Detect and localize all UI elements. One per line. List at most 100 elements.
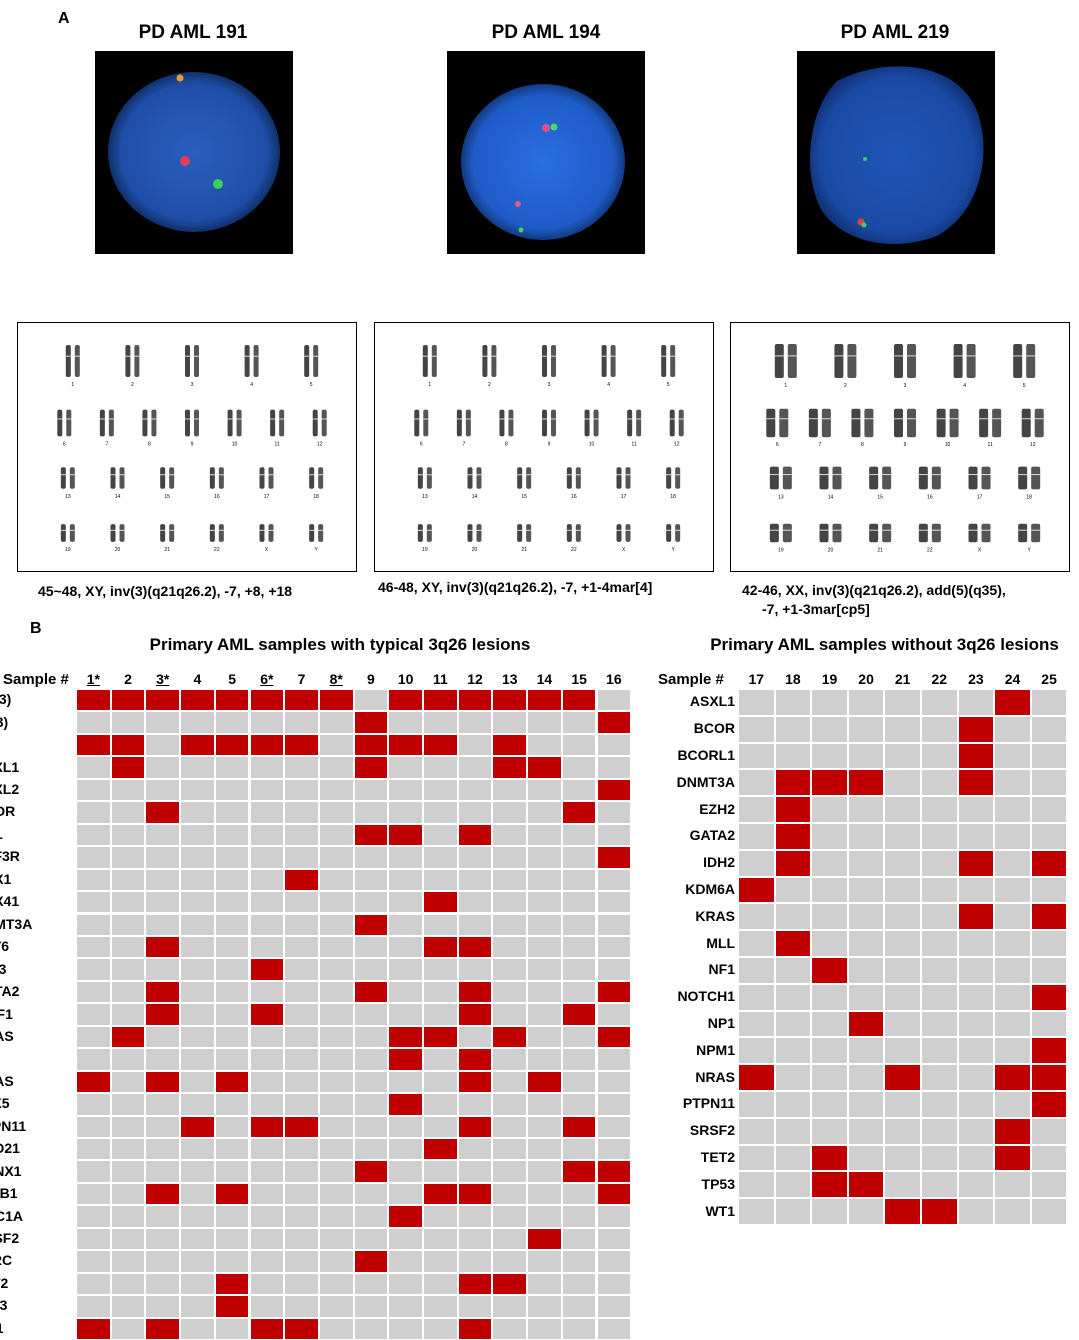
svg-text:13: 13 [65,494,71,500]
left-heatmap-cell [561,1115,597,1138]
left-heatmap-cell [561,868,597,892]
right-heatmap-cell [774,849,812,877]
left-heatmap-cell [284,1115,319,1138]
left-heatmap-cell [214,1250,250,1273]
left-heatmap-cell [492,1160,528,1183]
right-heatmap-cell [921,903,958,931]
left-heatmap-cell [527,846,562,869]
left-heatmap-cell [388,1205,423,1228]
left-heatmap-cell [76,1003,111,1026]
left-heatmap-cell [561,1048,597,1071]
right-heatmap-cell [884,1171,921,1199]
left-heatmap-cell [318,1048,354,1071]
left-heatmap-cell [145,980,181,1004]
left-heatmap-cell [76,689,111,712]
left-heatmap-cell [423,1003,458,1026]
left-heatmap-column-label: 5 [228,671,237,687]
right-heatmap-gene-label: PTPN11 [682,1095,735,1112]
heatmap-left-title: Primary AML samples with typical 3q26 le… [149,635,531,654]
right-heatmap-gene-label: NOTCH1 [677,988,735,1005]
left-heatmap-cell [457,868,493,892]
svg-text:14: 14 [115,494,121,500]
right-heatmap-cell [884,903,921,931]
left-heatmap-cell [110,1048,146,1071]
right-heatmap-cell [1030,715,1068,743]
left-heatmap-cell [353,868,389,892]
left-heatmap-cell [284,1025,319,1049]
right-heatmap-column-label: 17 [748,671,765,687]
svg-text:X: X [622,547,626,553]
left-heatmap-cell [145,733,181,757]
left-heatmap-cell [214,1227,250,1251]
right-heatmap-cell [957,1037,995,1065]
left-heatmap-cell [318,891,354,914]
left-heatmap-cell [214,689,250,712]
right-heatmap-cell [1030,689,1068,716]
svg-text:Y: Y [671,547,675,553]
left-heatmap-cell [249,1070,285,1094]
left-heatmap-cell [388,1048,423,1071]
left-heatmap-gene-label: CBL [0,826,76,842]
svg-text:9: 9 [191,441,194,447]
svg-text:4: 4 [607,382,610,388]
left-heatmap-cell [596,935,632,959]
svg-text:1: 1 [784,383,787,389]
right-heatmap-cell [957,1091,995,1118]
right-heatmap-cell [738,1144,775,1172]
right-heatmap-cell [994,876,1031,904]
left-heatmap-cell [318,935,354,959]
left-heatmap-cell [423,756,458,779]
left-heatmap-cell [561,1250,597,1273]
left-heatmap-cell [457,733,493,757]
svg-text:22: 22 [571,547,577,553]
right-heatmap-cell [774,957,812,984]
left-heatmap-cell [561,891,597,914]
left-heatmap-cell [76,1048,111,1071]
left-heatmap-cell [180,801,215,824]
right-heatmap-cell [884,1064,921,1091]
right-heatmap-cell [1030,1010,1068,1038]
left-heatmap-cell [214,823,250,847]
left-heatmap-cell [596,1205,632,1228]
left-heatmap-cell [492,778,528,802]
left-heatmap-cell [249,1138,285,1161]
left-heatmap-cell [561,935,597,959]
left-heatmap-gene-label: KRAS [0,1027,14,1044]
left-heatmap-cell [76,801,111,824]
left-heatmap-cell [318,801,354,824]
left-heatmap-cell [318,868,354,892]
svg-text:5: 5 [667,382,670,388]
fish-image-pd-aml-219 [797,51,995,254]
right-heatmap-cell [884,1091,921,1118]
left-heatmap-cell [145,1317,181,1340]
left-heatmap-gene-label: WT1 [0,1320,76,1336]
svg-text:3: 3 [191,382,194,388]
left-heatmap-cell [76,913,111,936]
heatmap-right-title: Primary AML samples without 3q26 lesions [710,635,1059,654]
left-heatmap-gene-label: PTPN11 [0,1117,27,1134]
left-heatmap-cell [527,1205,562,1228]
svg-text:16: 16 [214,494,220,500]
fish-image-pd-aml-191 [95,51,293,254]
left-heatmap-column-label: 11 [432,671,448,687]
right-heatmap-cell [738,930,775,957]
left-heatmap-cell [214,1317,250,1340]
right-heatmap-cell [884,1198,921,1225]
svg-text:10: 10 [945,442,951,448]
left-heatmap-cell [561,801,597,824]
right-heatmap-cell [811,1198,848,1225]
right-heatmap-cell [774,689,812,716]
left-heatmap-gene-label: IKZF1 [0,1005,13,1022]
left-heatmap-cell [76,711,111,734]
left-heatmap-cell [527,689,562,712]
right-heatmap-cell [957,903,995,931]
left-heatmap-cell [214,935,250,959]
left-heatmap-cell [561,823,597,847]
right-heatmap-cell [847,1010,885,1038]
right-heatmap-cell [774,1010,812,1038]
left-heatmap-cell [214,778,250,802]
right-heatmap-cell [884,957,921,984]
right-heatmap-cell [847,769,885,797]
left-heatmap-cell [284,1070,319,1094]
svg-text:7: 7 [818,442,821,448]
